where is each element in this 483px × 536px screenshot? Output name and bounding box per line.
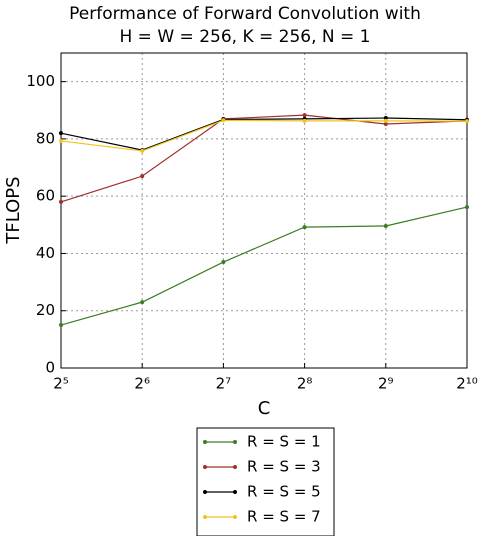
- point: [140, 174, 145, 179]
- point: [302, 225, 307, 230]
- series-line: [60, 117, 468, 151]
- point: [383, 223, 388, 228]
- y-tick-label: 40: [36, 244, 55, 262]
- chart-title: H = W = 256, K = 256, N = 1: [120, 27, 371, 47]
- series-line: [60, 119, 468, 152]
- legend-marker: [233, 515, 237, 519]
- point: [383, 118, 388, 123]
- point: [221, 118, 226, 123]
- legend-marker: [233, 465, 237, 469]
- y-tick-label: 80: [36, 129, 55, 147]
- point: [59, 131, 63, 136]
- legend-box: [196, 427, 335, 536]
- legend-label: R = S = 3: [247, 458, 321, 476]
- y-tick-label: 20: [36, 301, 55, 319]
- series-line: [60, 206, 468, 326]
- legend-marker: [203, 515, 207, 519]
- plot-frame: [60, 52, 468, 369]
- x-axis-label: C: [258, 398, 271, 419]
- point: [465, 119, 469, 124]
- legend-label: R = S = 5: [247, 483, 321, 501]
- point: [383, 116, 388, 121]
- legend-marker: [203, 490, 207, 494]
- legend-marker: [233, 490, 237, 494]
- x-tick-label: 2⁷: [216, 375, 232, 393]
- legend-label: R = S = 1: [247, 433, 321, 451]
- point: [59, 323, 63, 328]
- x-tick-label: 2⁵: [53, 375, 69, 393]
- chart-title: Performance of Forward Convolution with: [69, 4, 421, 24]
- series-line: [60, 114, 468, 203]
- legend-label: R = S = 7: [247, 508, 321, 526]
- point: [59, 138, 63, 143]
- x-tick-label: 2¹⁰: [456, 375, 478, 393]
- legend-marker: [203, 440, 207, 444]
- y-tick-label: 0: [45, 359, 55, 377]
- point: [221, 260, 226, 265]
- y-axis-label: TFLOPS: [3, 176, 24, 244]
- legend-marker: [203, 465, 207, 469]
- point: [302, 118, 307, 123]
- point: [302, 113, 307, 118]
- point: [140, 148, 145, 153]
- point: [59, 199, 63, 204]
- y-tick-label: 100: [26, 72, 55, 90]
- x-tick-label: 2⁶: [134, 375, 150, 393]
- point: [465, 205, 469, 210]
- x-tick-label: 2⁹: [378, 375, 394, 393]
- x-tick-label: 2⁸: [297, 375, 313, 393]
- point: [383, 122, 388, 127]
- y-tick-label: 60: [36, 187, 55, 205]
- legend-marker: [233, 440, 237, 444]
- point: [140, 300, 145, 305]
